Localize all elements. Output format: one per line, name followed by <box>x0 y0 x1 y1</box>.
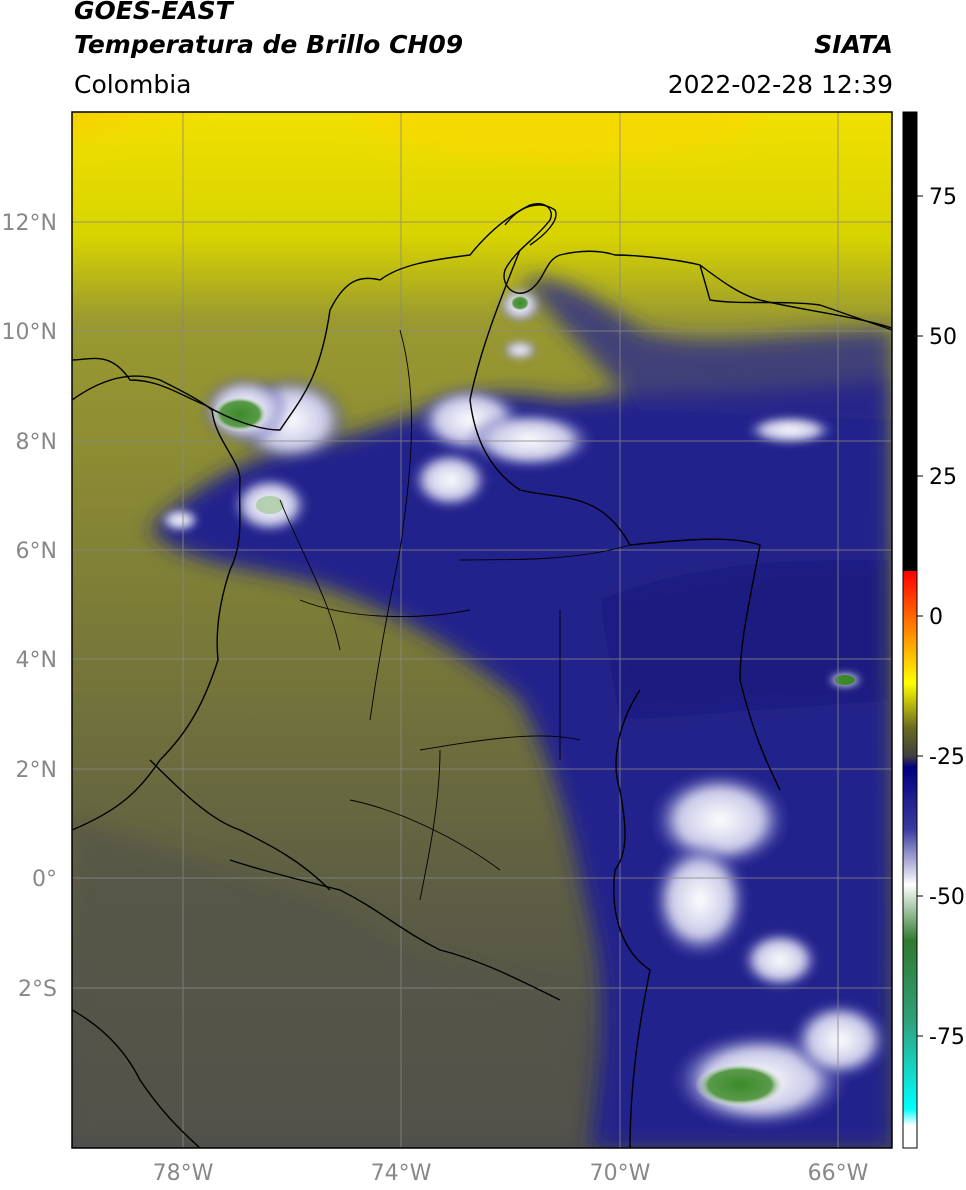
warm-orange-region <box>72 112 332 192</box>
lat-tick-label: 2°N <box>16 758 57 783</box>
agency-label: SIATA <box>814 30 893 59</box>
colorbar-frame <box>902 111 918 1149</box>
map-frame <box>71 111 893 1149</box>
lat-tick-label: 10°N <box>2 320 57 345</box>
pacific-coastline <box>72 409 241 831</box>
lat-tick-label: 0° <box>32 867 57 892</box>
map-gridlines <box>72 112 892 1148</box>
colorbar-ticks: 75 50 25 0 -25 -50 -75 <box>917 185 965 1050</box>
product-title: Temperatura de Brillo CH09 <box>74 30 464 59</box>
colorbar-tick-label: 75 <box>929 185 957 210</box>
lon-tick-label: 70°W <box>590 1161 651 1186</box>
colorbar-tick-label: 50 <box>929 325 957 350</box>
internal-departments <box>279 329 631 901</box>
colorbar-tick-label: 25 <box>929 465 957 490</box>
colorbar-tick-label: -75 <box>929 1025 965 1050</box>
satellite-image <box>72 112 892 1148</box>
lon-tick-label: 78°W <box>153 1161 214 1186</box>
longitude-labels: 78°W 74°W 70°W 66°W <box>153 1161 869 1186</box>
colorbar-bar <box>903 112 917 1148</box>
lat-tick-label: 12°N <box>2 211 57 236</box>
latitude-labels: 12°N 10°N 8°N 6°N 4°N 2°N 0° 2°S <box>2 211 57 1002</box>
venezuela-coast-east <box>699 264 892 331</box>
lat-tick-label: 6°N <box>16 539 57 564</box>
lon-tick-label: 74°W <box>371 1161 432 1186</box>
colombia-brazil-border <box>613 689 651 1148</box>
datetime-label: 2022-02-28 12:39 <box>667 70 893 99</box>
colorbar: 75 50 25 0 -25 -50 -75 <box>902 111 965 1149</box>
colorbar-tick-label: -25 <box>929 745 965 770</box>
lat-tick-label: 2°S <box>18 977 57 1002</box>
lat-tick-label: 8°N <box>16 430 57 455</box>
colorbar-tick-label: 0 <box>929 605 943 630</box>
coldest-cloud-tops <box>212 295 855 1107</box>
colombia-ecuador-border <box>149 759 331 891</box>
colombia-peru-border <box>229 859 561 1001</box>
satellite-title: GOES-EAST <box>74 0 233 25</box>
ecuador-coast <box>72 1009 201 1148</box>
colorbar-tick-label: -50 <box>929 885 965 910</box>
region-label: Colombia <box>74 70 192 99</box>
guajira-peninsula <box>504 204 557 246</box>
panama-outline <box>72 375 213 411</box>
coastlines-borders <box>72 203 892 1148</box>
lon-tick-label: 66°W <box>808 1161 869 1186</box>
lat-tick-label: 4°N <box>16 648 57 673</box>
caribbean-coastline <box>72 203 892 431</box>
